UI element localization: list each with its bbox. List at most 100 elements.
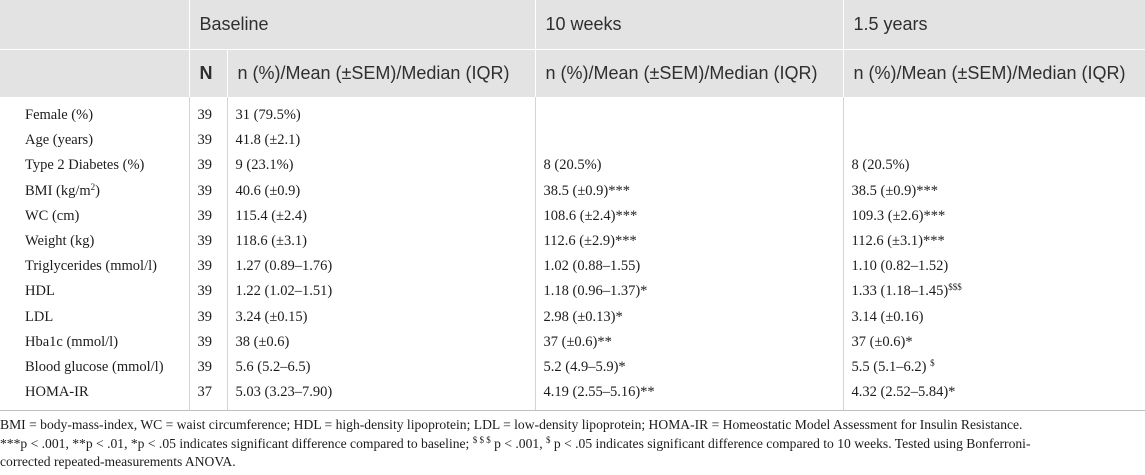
ten-weeks-cell: [534, 128, 844, 154]
ten-weeks-cell: 37 (±0.6)**: [534, 329, 844, 355]
row-label-tail: ): [95, 182, 100, 199]
n-cell: 39: [188, 97, 227, 129]
n-cell: 39: [188, 128, 227, 154]
row-label: Triglycerides (mmol/l): [0, 254, 189, 279]
row-label-text: HDL: [25, 283, 55, 300]
row-label-text: Triglycerides (mmol/l): [25, 258, 157, 275]
footnote-significance: ***p < .001, **p < .01, *p < .05 indicat…: [0, 435, 1140, 454]
row-label-text: Hba1c (mmol/l): [25, 333, 119, 350]
one-half-years-cell-value: 1.33 (1.18–1.45): [851, 283, 949, 300]
table-row: Age (years) 39 41.8 (±2.1): [0, 128, 1145, 154]
row-label-text: HOMA-IR: [25, 384, 89, 401]
table-footnote: BMI = body-mass-index, WC = waist circum…: [0, 416, 1140, 472]
group-header-baseline: Baseline: [188, 0, 536, 50]
row-label: HOMA-IR: [0, 380, 189, 412]
ten-weeks-cell: 5.2 (4.9–5.9)*: [534, 354, 844, 381]
one-half-years-cell: [842, 97, 1145, 129]
one-half-years-cell-value: 112.6 (±3.1)***: [851, 233, 945, 250]
one-half-years-cell: 3.14 (±0.16): [842, 304, 1145, 330]
table-row: WC (cm) 39 115.4 (±2.4) 108.6 (±2.4)*** 109.…: [0, 203, 1145, 229]
ten-weeks-cell-value: 38.5 (±0.9)***: [543, 182, 631, 199]
row-label: Female (%): [0, 97, 189, 128]
baseline-cell: 38 (±0.6): [226, 329, 536, 355]
row-label-text: Weight (kg): [25, 233, 95, 250]
row-label-text: Blood glucose (mmol/l): [25, 358, 164, 375]
baseline-cell-value: 1.22 (1.02–1.51): [235, 283, 333, 300]
ten-weeks-cell: 38.5 (±0.9)***: [534, 178, 844, 204]
one-half-years-cell: 1.33 (1.18–1.45)$$$: [842, 279, 1145, 305]
table-row: Blood glucose (mmol/l) 39 5.6 (5.2–6.5) 5.2…: [0, 354, 1145, 381]
table-row: Type 2 Diabetes (%) 39 9 (23.1%) 8 (20.5%) 8…: [0, 153, 1145, 179]
n-cell: 39: [188, 279, 227, 305]
row-label: HDL: [0, 279, 189, 304]
one-half-years-cell-value: 4.32 (2.52–5.84)*: [851, 384, 956, 401]
n-cell: 39: [188, 203, 227, 229]
row-label-text: LDL: [25, 308, 54, 325]
ten-weeks-cell-value: 5.2 (4.9–5.9)*: [543, 358, 626, 375]
baseline-cell-value: 3.24 (±0.15): [235, 308, 308, 325]
one-half-years-cell-value: 38.5 (±0.9)***: [851, 182, 939, 199]
baseline-cell: 115.4 (±2.4): [226, 203, 536, 229]
baseline-cell-value: 41.8 (±2.1): [235, 132, 301, 149]
ten-weeks-cell-value: 112.6 (±2.9)***: [543, 233, 637, 250]
ten-weeks-cell-value: 2.98 (±0.13)*: [543, 308, 623, 325]
one-half-years-cell: 112.6 (±3.1)***: [842, 228, 1145, 255]
footnote-sig-tail: p < .05 indicates significant difference…: [550, 435, 1031, 451]
table-row: Triglycerides (mmol/l) 39 1.27 (0.89–1.76)…: [0, 254, 1145, 280]
row-label: Type 2 Diabetes (%): [0, 153, 189, 178]
baseline-cell: 9 (23.1%): [226, 153, 536, 179]
group-header-row: Baseline 10 weeks 1.5 years: [0, 0, 1145, 50]
row-label-text: Type 2 Diabetes (%): [25, 157, 145, 174]
baseline-cell-value: 115.4 (±2.4): [235, 207, 307, 224]
ten-weeks-cell-value: 1.18 (0.96–1.37)*: [543, 283, 648, 300]
table-row: Hba1c (mmol/l) 39 38 (±0.6) 37 (±0.6)** 37 (…: [0, 329, 1145, 355]
table-row: Weight (kg) 39 118.6 (±3.1) 112.6 (±2.9)***…: [0, 228, 1145, 255]
n-cell: 39: [188, 254, 227, 280]
row-label-text: WC (cm): [25, 207, 80, 224]
table-row: HOMA-IR 37 5.03 (3.23–7.90) 4.19 (2.55–5.16…: [0, 380, 1145, 412]
baseline-cell: 41.8 (±2.1): [226, 128, 536, 154]
baseline-cell-value: 9 (23.1%): [235, 157, 294, 174]
baseline-cell: 1.22 (1.02–1.51): [226, 279, 536, 305]
one-half-years-cell-superscript: $: [930, 357, 935, 368]
baseline-cell: 3.24 (±0.15): [226, 304, 536, 330]
one-half-years-cell-value: 37 (±0.6)*: [851, 333, 913, 350]
baseline-cell: 5.6 (5.2–6.5): [226, 354, 536, 381]
row-label: Hba1c (mmol/l): [0, 330, 189, 355]
one-half-years-cell: 38.5 (±0.9)***: [842, 178, 1145, 204]
results-table: Baseline 10 weeks 1.5 years N n (%)/Mean…: [0, 0, 1145, 412]
baseline-cell-value: 5.6 (5.2–6.5): [235, 358, 311, 375]
ten-weeks-cell-value: 108.6 (±2.4)***: [543, 207, 638, 224]
row-label: WC (cm): [0, 204, 189, 229]
one-half-years-cell: 8 (20.5%): [842, 153, 1145, 179]
one-half-years-cell: 4.32 (2.52–5.84)*: [842, 380, 1145, 412]
one-half-years-cell: 37 (±0.6)*: [842, 329, 1145, 355]
row-label: BMI (kg/m2): [0, 179, 189, 204]
one-half-years-cell: 5.5 (5.1–6.2) $: [842, 354, 1145, 381]
n-header: N: [188, 49, 227, 97]
baseline-cell-value: 5.03 (3.23–7.90): [235, 384, 333, 401]
baseline-cell-value: 1.27 (0.89–1.76): [235, 258, 333, 275]
table-row: Female (%) 39 31 (79.5%): [0, 97, 1145, 129]
baseline-cell: 1.27 (0.89–1.76): [226, 254, 536, 280]
baseline-cell: 31 (79.5%): [226, 97, 536, 129]
one-half-years-cell-value: 5.5 (5.1–6.2): [851, 358, 931, 375]
ten-weeks-cell: 112.6 (±2.9)***: [534, 228, 844, 255]
n-cell: 39: [188, 178, 227, 204]
n-cell: 37: [188, 380, 227, 412]
n-cell: 39: [188, 153, 227, 179]
baseline-cell-value: 31 (79.5%): [235, 107, 301, 124]
baseline-cell: 5.03 (3.23–7.90): [226, 380, 536, 412]
baseline-cell-value: 40.6 (±0.9): [235, 182, 301, 199]
one-half-years-cell-value: 109.3 (±2.6)***: [851, 207, 946, 224]
footnote-abbreviations: BMI = body-mass-index, WC = waist circum…: [0, 417, 1023, 432]
n-cell: 39: [188, 228, 227, 255]
table-body: Female (%) 39 31 (79.5%) Age (years) 39 41.8 …: [0, 97, 1145, 412]
table-row: BMI (kg/m2) 39 40.6 (±0.9) 38.5 (±0.9)*** 38…: [0, 178, 1145, 204]
stat-header-baseline: n (%)/Mean (±SEM)/Median (IQR): [226, 49, 536, 97]
row-label-text: Age (years): [25, 132, 94, 149]
baseline-cell-value: 118.6 (±3.1): [235, 233, 307, 250]
table-row: LDL 39 3.24 (±0.15) 2.98 (±0.13)* 3.14 (±0.1…: [0, 304, 1145, 330]
ten-weeks-cell: 4.19 (2.55–5.16)**: [534, 380, 844, 412]
ten-weeks-cell: 108.6 (±2.4)***: [534, 203, 844, 229]
